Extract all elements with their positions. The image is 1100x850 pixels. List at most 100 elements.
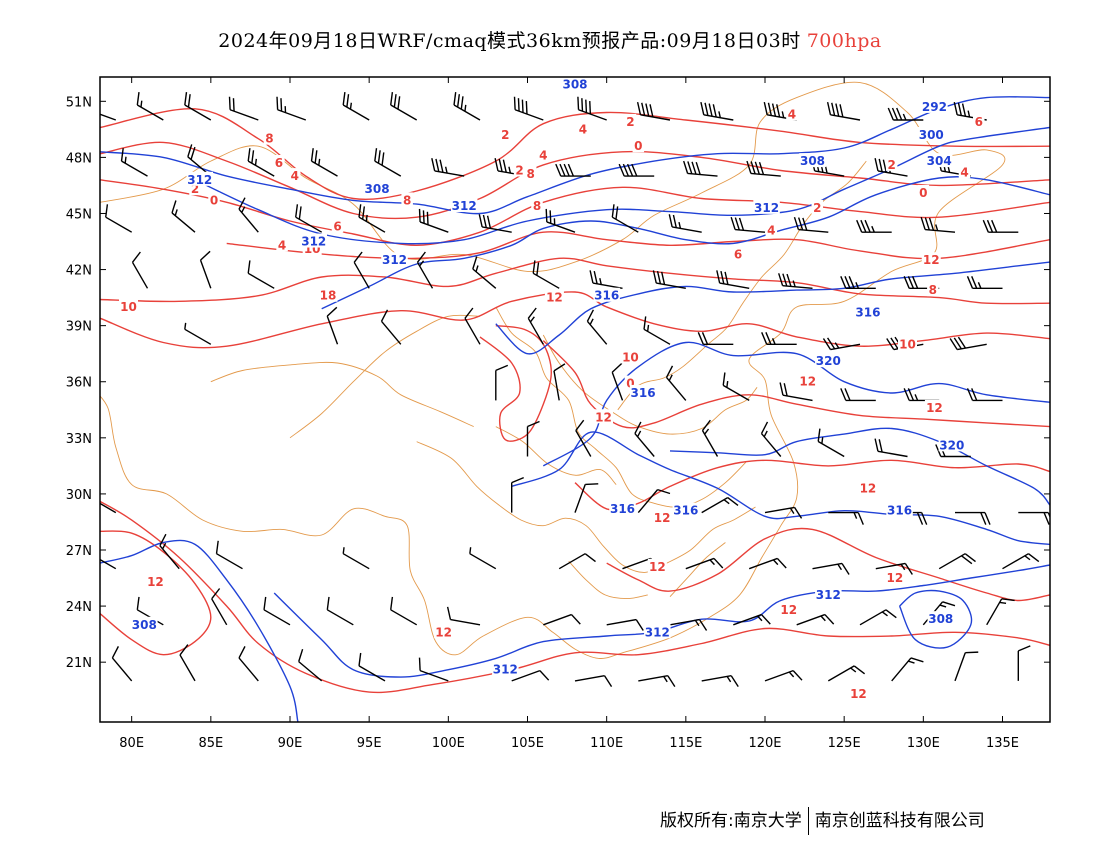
wind-barb-flag	[611, 362, 623, 373]
wind-barb-flag	[263, 596, 267, 610]
wind-barb-flag	[358, 204, 362, 218]
lat-tick-label: 27N	[66, 544, 92, 559]
wind-barb-shaft	[764, 506, 795, 514]
wind-barb-shaft	[199, 259, 212, 289]
lon-tick-label: 110E	[590, 736, 623, 751]
wind-barb	[211, 588, 228, 626]
wind-barb-flag	[661, 271, 666, 285]
wind-barb-shaft	[216, 553, 243, 570]
temperature-label-bg	[632, 138, 645, 153]
lat-tick-label: 42N	[66, 264, 92, 279]
lat-tick-label: 36N	[66, 376, 92, 391]
height-contour	[194, 126, 1050, 245]
wind-barb-flag	[789, 507, 795, 514]
wind-barb-flag	[416, 251, 426, 263]
wind-barb-flag	[570, 614, 581, 625]
wind-barb-flag	[763, 430, 768, 438]
height-label-bg	[363, 181, 391, 196]
wind-barb-flag	[771, 338, 776, 345]
temperature-label: 12	[595, 410, 612, 424]
lat-tick-label: 30N	[66, 488, 92, 503]
wind-barb	[179, 644, 196, 682]
temperature-label: 2	[813, 201, 821, 215]
temperature-isotherm	[100, 141, 1050, 220]
wind-barb	[589, 270, 623, 289]
temperature-label: 8	[929, 283, 937, 297]
wind-barb-flag	[771, 103, 777, 117]
temperature-label-bg	[885, 570, 905, 585]
height-label-bg	[815, 586, 842, 601]
wind-barb	[966, 388, 1003, 402]
wind-barb-flag	[920, 216, 926, 230]
wind-barb	[453, 92, 481, 121]
wind-barb-flag	[418, 208, 421, 222]
wind-barb-flag	[848, 276, 855, 289]
wind-barb-flag	[760, 421, 769, 434]
wind-barb-flag	[986, 219, 994, 233]
wind-barb-shaft	[311, 160, 338, 177]
height-contour	[898, 589, 973, 649]
temperature-label-bg	[924, 399, 944, 414]
wind-barb	[100, 496, 117, 514]
wind-barb-flag	[726, 676, 732, 683]
wind-barb-flag	[140, 100, 143, 108]
wind-barb-shaft	[453, 104, 481, 121]
height-label: 312	[816, 588, 841, 602]
temperature-label-bg	[732, 246, 744, 261]
temperature-label-bg	[401, 192, 413, 207]
wind-barb-flag	[636, 101, 642, 115]
wind-barb-flag	[241, 206, 246, 213]
wind-barb-flag	[228, 96, 231, 110]
wind-barb-flag	[527, 307, 537, 319]
wind-barb-flag	[124, 156, 127, 164]
temperature-label: 12	[654, 511, 671, 525]
wind-barb-flag	[678, 221, 682, 229]
wind-barb-flag	[426, 211, 429, 225]
wind-barb-flag	[722, 372, 726, 386]
wind-barb	[574, 483, 599, 513]
wind-barb	[326, 306, 339, 345]
wind-barb-flag	[247, 148, 251, 162]
height-contour-layer	[100, 96, 1050, 722]
temperature-isotherm	[100, 530, 212, 656]
wind-barb-flag	[701, 332, 709, 345]
wind-barb-flag	[928, 217, 935, 231]
wind-barb-shaft	[656, 282, 686, 289]
wind-barb-shaft	[877, 450, 908, 458]
temperature-label: 12	[860, 481, 877, 495]
wind-barb-flag	[896, 107, 903, 121]
wind-barb	[875, 562, 913, 575]
wind-barb-flag	[961, 555, 973, 565]
wind-barb-flag	[835, 103, 840, 117]
wind-barb-shaft	[574, 484, 586, 513]
wind-barb-shaft	[640, 114, 671, 121]
temperature-label: 6	[734, 248, 742, 262]
wind-barb-flag	[390, 596, 394, 610]
wind-barb-flag	[991, 219, 998, 233]
wind-barb-flag	[821, 437, 824, 444]
wind-barb	[131, 251, 149, 289]
wind-barb-shaft	[238, 657, 259, 682]
wind-barb-flag	[914, 394, 919, 401]
wind-barb-flag	[464, 104, 467, 112]
wind-barb	[634, 421, 655, 457]
wind-barb	[380, 309, 402, 345]
temperature-label-bg	[786, 106, 798, 121]
wind-barb	[859, 609, 897, 626]
boundary-layer	[100, 81, 1006, 659]
wind-barb	[545, 208, 576, 233]
temperature-label: 8	[526, 167, 534, 181]
wind-barb-shaft	[701, 430, 719, 457]
temperature-label-bg	[958, 164, 971, 179]
wind-barb	[555, 163, 591, 177]
wind-barb-flag	[860, 219, 867, 233]
wind-barb-shaft	[390, 609, 418, 626]
wind-barb-flag	[723, 499, 730, 505]
wind-barb-flag	[422, 210, 425, 224]
wind-barb-shaft	[380, 320, 402, 345]
temperature-label-bg	[594, 409, 613, 424]
wind-barb-flag	[781, 111, 785, 118]
wind-barb-flag	[346, 94, 350, 108]
lon-tick-label: 135E	[986, 736, 1019, 751]
temperature-label-bg	[189, 181, 201, 196]
